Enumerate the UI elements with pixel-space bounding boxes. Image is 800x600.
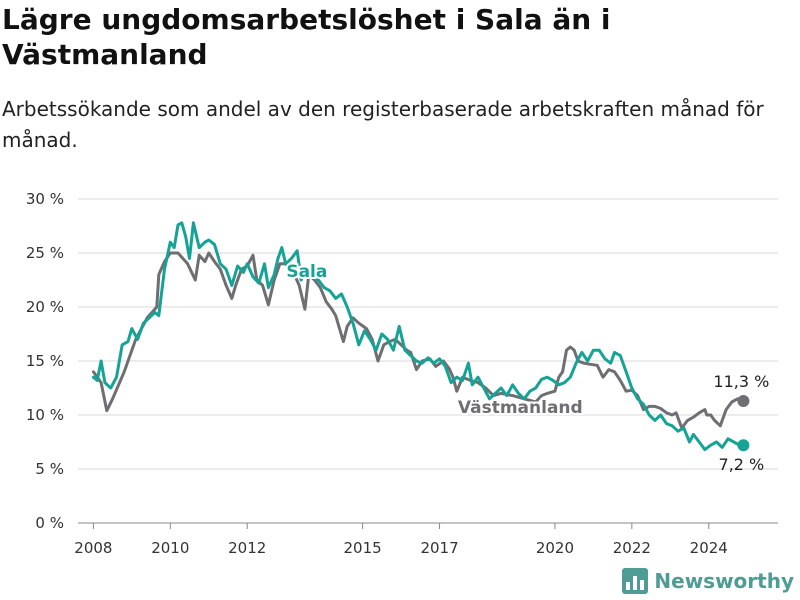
x-tick-label: 2020 (536, 539, 574, 557)
series-line-v-stmanland (91, 251, 745, 430)
x-tick-label: 2024 (690, 539, 728, 557)
y-tick-label: 0 % (35, 514, 64, 532)
chart-subtitle: Arbetssökande som andel av den registerb… (2, 97, 764, 152)
chart-title: Lägre ungdomsarbetslöshet i Sala än i Vä… (2, 3, 611, 71)
end-value-label-sala: 7,2 % (719, 455, 765, 474)
series-end-point-v-stmanland (737, 394, 750, 407)
y-tick-label: 20 % (26, 298, 64, 316)
x-tick-label: 2012 (228, 539, 266, 557)
brand-name: Newsworthy (654, 569, 794, 593)
y-tick-label: 15 % (26, 352, 64, 370)
end-value-label-vastmanland: 11,3 % (713, 372, 769, 391)
series-line-sala (91, 221, 745, 452)
x-tick-label: 2010 (151, 539, 189, 557)
series-name-label-sala: Sala (286, 262, 327, 282)
newsworthy-logo: Newsworthy (622, 568, 794, 594)
series-name-label-v-stmanland: Västmanland (458, 398, 583, 418)
chart-labels: Sala Västmanland 11,3 % 7,2 % (284, 260, 769, 474)
x-tick-label: 2022 (613, 539, 651, 557)
series-end-point-sala (737, 439, 750, 452)
x-tick-label: 2008 (74, 539, 112, 557)
x-tick-label: 2015 (344, 539, 382, 557)
chart-series (91, 221, 750, 452)
y-tick-label: 5 % (35, 460, 64, 478)
newsworthy-logo-icon (622, 568, 649, 594)
y-axis: 0 % 5 % 10 % 15 % 20 % 25 % 30 % (26, 190, 64, 532)
x-tick-label: 2017 (420, 539, 458, 557)
chart-grid (78, 198, 778, 524)
y-tick-label: 25 % (26, 244, 64, 262)
y-tick-label: 30 % (26, 190, 64, 208)
y-tick-label: 10 % (26, 406, 64, 424)
x-axis: 2008 2010 2012 2015 2017 2020 2022 2024 (74, 523, 728, 557)
